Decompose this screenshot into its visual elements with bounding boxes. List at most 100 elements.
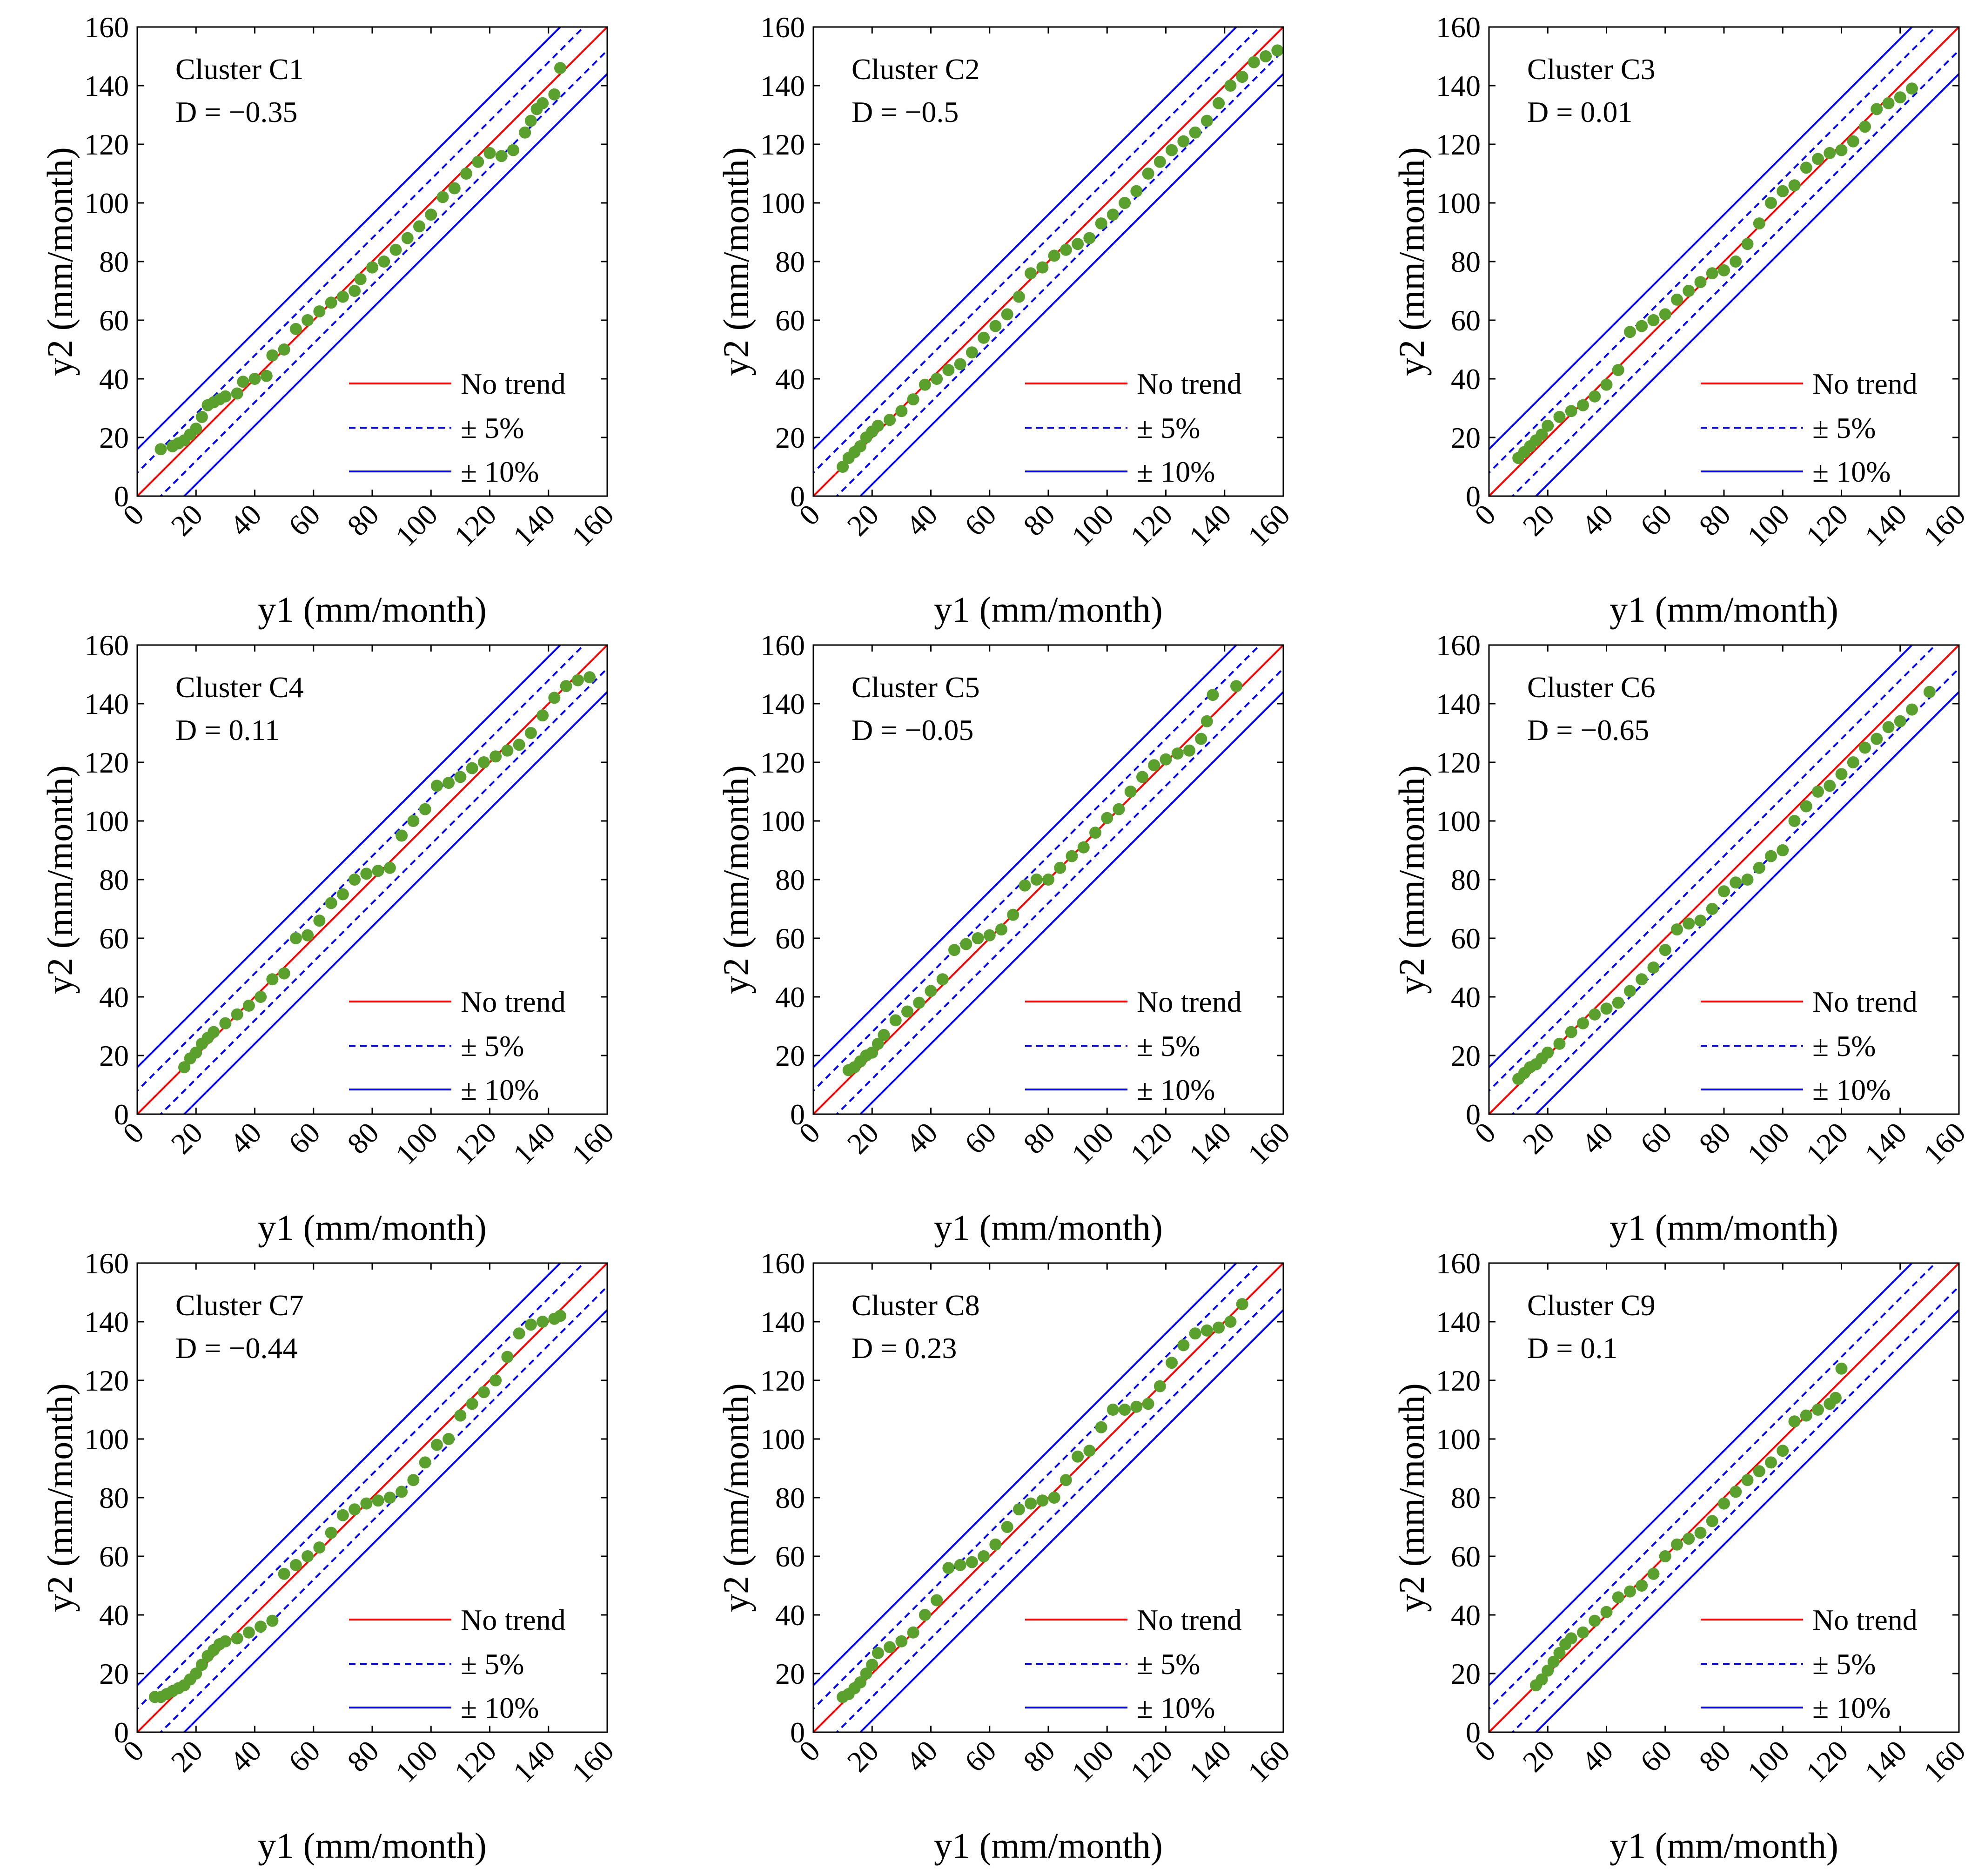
legend-label: ± 5% xyxy=(461,1029,524,1062)
y-tick-label: 160 xyxy=(1436,629,1481,662)
cluster-title: Cluster C3 xyxy=(1527,53,1656,86)
data-point xyxy=(895,405,908,417)
x-tick-label: 160 xyxy=(1241,1734,1296,1789)
data-point xyxy=(1706,903,1718,915)
data-point xyxy=(195,1659,208,1671)
x-tick-label: 80 xyxy=(1017,1734,1061,1778)
reference-lines xyxy=(1489,27,1959,496)
data-point xyxy=(1048,1492,1060,1504)
data-point xyxy=(1013,290,1025,303)
y-tick-label: 100 xyxy=(1436,187,1481,220)
plus-10pct-line xyxy=(137,645,562,1069)
data-point xyxy=(389,243,402,256)
y-axis-label: y2 (mm/month) xyxy=(716,1383,756,1612)
data-point xyxy=(1030,874,1043,886)
y-tick-label: 60 xyxy=(99,1540,129,1573)
y-tick-label: 140 xyxy=(760,1305,805,1338)
x-tick-label: 140 xyxy=(507,1116,562,1171)
data-points xyxy=(1530,1362,1848,1692)
data-point xyxy=(1894,715,1906,727)
data-point xyxy=(913,996,925,1009)
data-point xyxy=(1694,914,1707,927)
data-point xyxy=(583,671,596,684)
cluster-title: Cluster C1 xyxy=(175,53,304,86)
cluster-title: Cluster C8 xyxy=(852,1289,980,1322)
y-tick-label: 40 xyxy=(99,1599,129,1632)
data-point xyxy=(278,343,290,356)
y-tick-label: 0 xyxy=(790,480,805,513)
data-point xyxy=(1706,267,1718,280)
data-point xyxy=(1171,747,1184,760)
data-point xyxy=(1683,1533,1695,1545)
legend-label: ± 10% xyxy=(1812,1073,1891,1106)
data-point xyxy=(1871,103,1883,115)
legend: No trend ± 5% ± 10% xyxy=(349,367,566,488)
data-point xyxy=(1553,410,1566,423)
y-tick-label: 100 xyxy=(84,805,129,838)
data-point xyxy=(266,349,279,362)
y-tick-label: 60 xyxy=(775,304,805,337)
y-axis-label: y2 (mm/month) xyxy=(40,765,80,994)
data-point xyxy=(966,346,978,359)
data-point xyxy=(1177,135,1190,148)
x-tick-label: 100 xyxy=(1065,498,1120,553)
cluster-title: Cluster C6 xyxy=(1527,671,1656,704)
x-tick-label: 100 xyxy=(1741,498,1796,553)
data-point xyxy=(936,973,949,986)
x-tick-label: 140 xyxy=(1183,1734,1238,1789)
data-point xyxy=(919,1609,931,1621)
data-point xyxy=(1647,314,1660,326)
x-tick-label: 60 xyxy=(282,1116,326,1160)
data-point xyxy=(1718,1497,1730,1510)
legend-label: ± 10% xyxy=(1812,455,1891,488)
data-point xyxy=(1812,1404,1824,1416)
x-tick-label: 0 xyxy=(792,498,826,532)
y-tick-label: 140 xyxy=(84,1305,129,1338)
data-point xyxy=(1236,1298,1248,1311)
data-point xyxy=(1577,1626,1589,1639)
plus-5pct-line xyxy=(1489,27,1937,474)
data-point xyxy=(1636,1580,1648,1592)
y-tick-label: 160 xyxy=(84,11,129,44)
data-point xyxy=(960,938,972,950)
x-tick-label: 160 xyxy=(565,1734,620,1789)
data-point xyxy=(1066,850,1078,862)
data-point xyxy=(1072,1450,1084,1463)
x-tick-label: 160 xyxy=(1241,1116,1296,1171)
x-tick-label: 100 xyxy=(1741,1116,1796,1171)
data-point xyxy=(178,1061,190,1074)
d-statistic: D = −0.05 xyxy=(852,713,973,746)
data-point xyxy=(242,1626,255,1639)
minus-10pct-line xyxy=(183,690,607,1114)
minus-5pct-line xyxy=(159,667,607,1114)
data-point xyxy=(884,1641,896,1654)
y-tick-label: 80 xyxy=(1451,245,1481,278)
data-point xyxy=(302,1550,314,1562)
data-point xyxy=(349,285,361,297)
data-point xyxy=(1671,293,1683,306)
cluster-title: Cluster C4 xyxy=(175,671,304,704)
y-tick-label: 80 xyxy=(1451,1481,1481,1514)
reference-lines xyxy=(1489,645,1959,1114)
data-point xyxy=(548,88,561,101)
data-point xyxy=(231,1008,243,1021)
x-tick-label: 140 xyxy=(507,1734,562,1789)
y-tick-label: 40 xyxy=(99,981,129,1014)
data-point xyxy=(1130,1400,1143,1413)
legend: No trend ± 5% ± 10% xyxy=(349,985,566,1106)
data-point xyxy=(1142,168,1154,180)
data-point xyxy=(1271,44,1284,57)
data-point xyxy=(266,973,279,986)
data-point xyxy=(448,182,461,195)
y-tick-label: 60 xyxy=(775,922,805,955)
d-statistic: D = 0.11 xyxy=(175,713,280,746)
data-points xyxy=(842,680,1242,1076)
y-axis-label: y2 (mm/month) xyxy=(40,1383,80,1612)
x-tick-label: 80 xyxy=(1017,498,1061,542)
x-tick-label: 80 xyxy=(341,1116,385,1160)
y-tick-label: 20 xyxy=(99,1039,129,1072)
y-tick-label: 140 xyxy=(760,69,805,102)
data-point xyxy=(1741,874,1754,886)
data-point xyxy=(336,290,349,303)
